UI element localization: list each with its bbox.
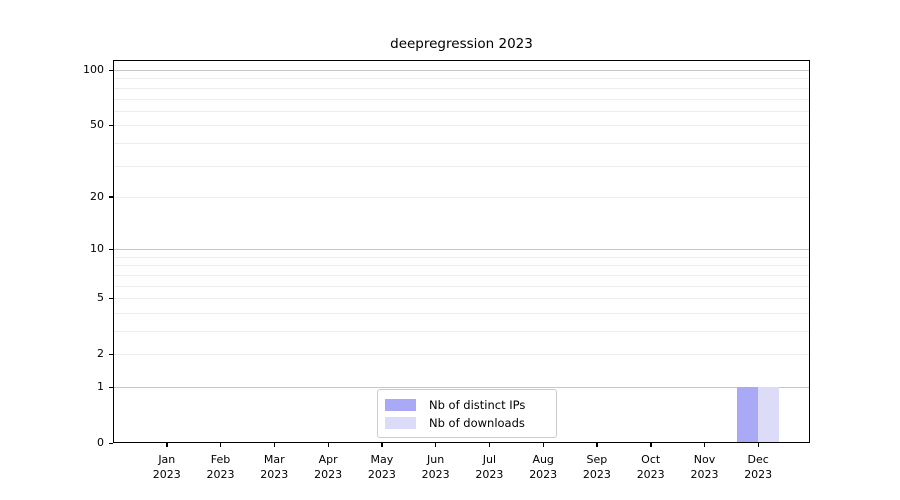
chart-title: deepregression 2023: [390, 36, 533, 52]
bar-distinct-ips: [737, 387, 759, 442]
y-tick-label: 5: [97, 291, 104, 305]
y-tick-mark: [109, 353, 113, 356]
x-tick-label: Dec 2023: [744, 453, 773, 481]
x-tick-label: Sep 2023: [582, 453, 611, 481]
x-tick-mark: [381, 443, 383, 447]
y-tick-mark: [109, 297, 113, 300]
x-tick-label: Aug 2023: [529, 453, 558, 481]
y-minor-gridline: [114, 298, 809, 300]
x-tick-mark: [488, 443, 491, 447]
x-tick-label: Feb 2023: [206, 453, 235, 481]
bar-downloads: [758, 387, 780, 442]
x-tick-label: Jul 2023: [475, 453, 504, 481]
legend: Nb of distinct IPs Nb of downloads: [377, 389, 557, 438]
y-tick-label: 10: [90, 242, 104, 256]
y-tick-label: 2: [97, 347, 104, 361]
x-tick-label: Apr 2023: [314, 453, 343, 481]
x-tick-label: Jun 2023: [421, 453, 450, 481]
y-minor-gridline: [114, 354, 809, 356]
legend-item-downloads: Nb of downloads: [385, 414, 548, 432]
x-tick-mark: [327, 443, 329, 447]
y-major-gridline: [114, 249, 809, 251]
legend-label-distinct-ips: Nb of distinct IPs: [429, 398, 526, 412]
legend-swatch-distinct-ips: [385, 399, 416, 411]
y-tick-label: 20: [90, 189, 104, 203]
legend-swatch-downloads: [385, 417, 416, 429]
y-tick-label: 1: [97, 380, 104, 393]
y-minor-gridline: [114, 98, 809, 100]
x-tick-mark: [704, 443, 706, 447]
y-minor-gridline: [114, 165, 809, 167]
x-tick-label: Mar 2023: [260, 453, 289, 481]
x-tick-label: Nov 2023: [690, 453, 719, 481]
y-tick-mark: [109, 196, 113, 198]
y-minor-gridline: [114, 78, 809, 80]
y-minor-gridline: [114, 125, 809, 127]
x-tick-mark: [650, 443, 652, 447]
y-minor-gridline: [114, 274, 809, 276]
x-tick-mark: [166, 443, 168, 447]
y-tick-mark: [109, 248, 113, 251]
y-major-gridline: [114, 387, 809, 388]
y-minor-gridline: [114, 196, 809, 198]
x-tick-mark: [220, 443, 222, 447]
y-minor-gridline: [114, 142, 809, 144]
x-tick-label: Jan 2023: [152, 453, 181, 481]
x-tick-label: May 2023: [367, 453, 396, 481]
x-tick-mark: [435, 443, 437, 447]
y-major-gridline: [114, 70, 809, 71]
x-tick-mark: [542, 443, 545, 447]
x-tick-mark: [596, 443, 598, 447]
y-minor-gridline: [114, 331, 809, 332]
x-tick-mark: [757, 443, 760, 447]
y-tick-mark: [109, 69, 113, 71]
y-minor-gridline: [114, 265, 809, 267]
y-minor-gridline: [114, 110, 809, 112]
y-minor-gridline: [114, 312, 809, 314]
legend-label-downloads: Nb of downloads: [429, 416, 525, 430]
y-tick-label: 0: [97, 436, 104, 449]
y-tick-mark: [109, 386, 113, 388]
y-minor-gridline: [114, 285, 809, 287]
x-tick-label: Oct 2023: [636, 453, 665, 481]
x-tick-mark: [273, 443, 276, 447]
y-minor-gridline: [114, 87, 809, 89]
y-tick-mark: [109, 442, 113, 444]
legend-item-distinct-ips: Nb of distinct IPs: [385, 396, 548, 414]
plot-area-border: [113, 60, 810, 443]
y-minor-gridline: [114, 256, 809, 258]
y-tick-label: 50: [90, 118, 104, 132]
y-tick-mark: [109, 124, 113, 127]
y-tick-label: 100: [83, 63, 104, 76]
